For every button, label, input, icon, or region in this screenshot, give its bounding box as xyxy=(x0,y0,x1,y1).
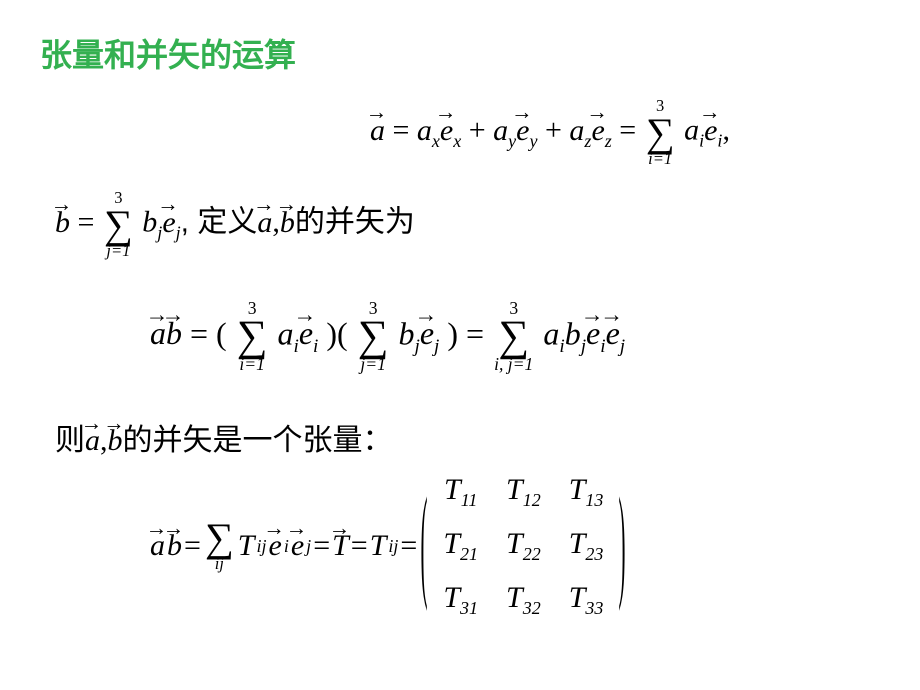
sum-j: 3 ∑ j=1 xyxy=(104,190,133,259)
matrix: ( T11T12T13 T21T22T23 T31T32T33 ) xyxy=(419,465,627,627)
matrix-cell: T21 xyxy=(429,519,492,573)
matrix-cell: T23 xyxy=(555,519,618,573)
text-dyadic: 的并矢为 xyxy=(295,206,415,239)
matrix-cell: T12 xyxy=(492,465,555,519)
equals: = xyxy=(393,114,417,147)
equation-tensor-matrix: ab = ∑ ij Tijeiej = T = Tij = ( T11T12T1… xyxy=(150,465,627,627)
matrix-right-paren: ) xyxy=(619,483,626,609)
term-ax: axex xyxy=(417,114,469,147)
matrix-cell: T22 xyxy=(492,519,555,573)
term-ay: ayey xyxy=(493,114,545,147)
vec-a: a xyxy=(370,114,385,148)
matrix-cell: T33 xyxy=(555,573,618,627)
text-tensor-statement: 则a,b的并矢是一个张量： xyxy=(55,415,393,459)
equation-a-expansion: a = axex + ayey + azez = 3 ∑ i=1 aiei, xyxy=(370,98,730,167)
text-define: , 定义 xyxy=(181,206,258,239)
matrix-body: T11T12T13 T21T22T23 T31T32T33 xyxy=(429,465,617,627)
equation-b-and-text: b = 3 ∑ j=1 bjej, 定义a,b的并矢为 xyxy=(55,190,415,259)
matrix-left-paren: ( xyxy=(421,483,428,609)
matrix-cell: T13 xyxy=(555,465,618,519)
sum-i: 3 ∑ i=1 xyxy=(646,98,675,167)
equation-dyadic-product: ab = ( 3 ∑ i=1 aiei )( 3 ∑ j=1 bjej ) = … xyxy=(150,300,625,374)
matrix-cell: T31 xyxy=(429,573,492,627)
vec-b: b xyxy=(55,206,70,240)
title-text: 张量和并矢的运算 xyxy=(40,37,296,73)
matrix-cell: T32 xyxy=(492,573,555,627)
matrix-cell: T11 xyxy=(429,465,492,519)
term-az: azez xyxy=(569,114,619,147)
tensor-T: T xyxy=(332,529,349,563)
equals: = xyxy=(619,114,643,147)
trail-comma: , xyxy=(722,114,730,147)
slide-title: 张量和并矢的运算 xyxy=(40,30,296,76)
